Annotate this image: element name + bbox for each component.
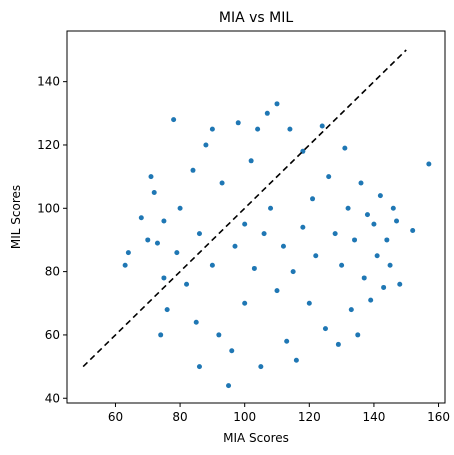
data-point bbox=[293, 357, 299, 363]
data-point bbox=[177, 205, 183, 211]
data-point bbox=[219, 180, 225, 186]
data-point bbox=[174, 250, 180, 256]
data-point bbox=[274, 101, 280, 107]
y-axis-label: MIL Scores bbox=[9, 185, 23, 249]
data-point bbox=[300, 224, 306, 230]
plot-area bbox=[67, 31, 445, 403]
data-point bbox=[209, 262, 215, 268]
data-point bbox=[203, 142, 209, 148]
data-point bbox=[319, 123, 325, 129]
data-point bbox=[364, 212, 370, 218]
data-point bbox=[242, 300, 248, 306]
data-point bbox=[138, 215, 144, 221]
data-point bbox=[125, 250, 131, 256]
data-point bbox=[255, 126, 261, 132]
data-point bbox=[339, 262, 345, 268]
reference-line bbox=[82, 49, 407, 368]
data-point bbox=[374, 253, 380, 259]
data-point bbox=[196, 364, 202, 370]
x-axis-label: MIA Scores bbox=[223, 431, 289, 445]
data-point bbox=[284, 338, 290, 344]
chart-title: MIA vs MIL bbox=[219, 10, 293, 26]
x-tick-label: 120 bbox=[298, 410, 321, 424]
data-point bbox=[248, 158, 254, 164]
data-point bbox=[352, 237, 358, 243]
data-point bbox=[261, 231, 267, 237]
plot-frame bbox=[66, 30, 446, 404]
data-point bbox=[368, 297, 374, 303]
data-point bbox=[122, 262, 128, 268]
data-point bbox=[184, 281, 190, 287]
data-point bbox=[381, 284, 387, 290]
data-point bbox=[345, 205, 351, 211]
data-point bbox=[154, 240, 160, 246]
data-point bbox=[161, 218, 167, 224]
data-point bbox=[290, 269, 296, 275]
data-point bbox=[161, 275, 167, 281]
data-point bbox=[313, 253, 319, 259]
data-point bbox=[358, 180, 364, 186]
data-point bbox=[251, 265, 257, 271]
x-tick-label: 60 bbox=[108, 410, 123, 424]
data-point bbox=[190, 167, 196, 173]
data-point bbox=[235, 120, 241, 126]
data-point bbox=[148, 174, 154, 180]
data-point bbox=[196, 231, 202, 237]
x-tick-label: 140 bbox=[362, 410, 385, 424]
data-point bbox=[348, 307, 354, 313]
data-point bbox=[158, 332, 164, 338]
data-point bbox=[258, 364, 264, 370]
y-tick-label: 100 bbox=[37, 201, 60, 215]
data-point bbox=[322, 326, 328, 332]
data-point bbox=[226, 383, 232, 389]
data-point bbox=[397, 281, 403, 287]
data-point bbox=[242, 221, 248, 227]
data-point bbox=[209, 126, 215, 132]
data-point bbox=[355, 332, 361, 338]
data-point bbox=[387, 262, 393, 268]
data-point bbox=[390, 205, 396, 211]
y-tick-label: 120 bbox=[37, 138, 60, 152]
data-point bbox=[384, 237, 390, 243]
data-point bbox=[326, 174, 332, 180]
data-point bbox=[310, 196, 316, 202]
data-point bbox=[274, 288, 280, 294]
data-point bbox=[361, 275, 367, 281]
x-tick-label: 100 bbox=[233, 410, 256, 424]
data-point bbox=[280, 243, 286, 249]
y-axis-ticks: 40 60 80 100 120 140 bbox=[37, 75, 67, 405]
y-tick-label: 40 bbox=[45, 391, 60, 405]
y-tick-label: 60 bbox=[45, 328, 60, 342]
data-point bbox=[268, 205, 274, 211]
data-point bbox=[216, 332, 222, 338]
data-point bbox=[145, 237, 151, 243]
data-point bbox=[426, 161, 432, 167]
y-tick-label: 140 bbox=[37, 75, 60, 89]
data-point bbox=[332, 231, 338, 237]
x-tick-label: 160 bbox=[427, 410, 450, 424]
data-point bbox=[394, 218, 400, 224]
y-tick-label: 80 bbox=[45, 265, 60, 279]
data-point bbox=[151, 189, 157, 195]
data-point bbox=[287, 126, 293, 132]
data-point bbox=[410, 227, 416, 233]
data-point bbox=[232, 243, 238, 249]
data-point bbox=[377, 193, 383, 199]
data-point bbox=[164, 307, 170, 313]
x-axis-ticks: 60 80 100 120 140 160 bbox=[108, 403, 450, 424]
data-point bbox=[342, 145, 348, 151]
data-point bbox=[193, 319, 199, 325]
data-point bbox=[264, 110, 270, 116]
data-point bbox=[371, 221, 377, 227]
data-point bbox=[171, 117, 177, 123]
data-point bbox=[306, 300, 312, 306]
data-point bbox=[229, 348, 235, 354]
data-point bbox=[335, 341, 341, 347]
x-tick-label: 80 bbox=[172, 410, 187, 424]
